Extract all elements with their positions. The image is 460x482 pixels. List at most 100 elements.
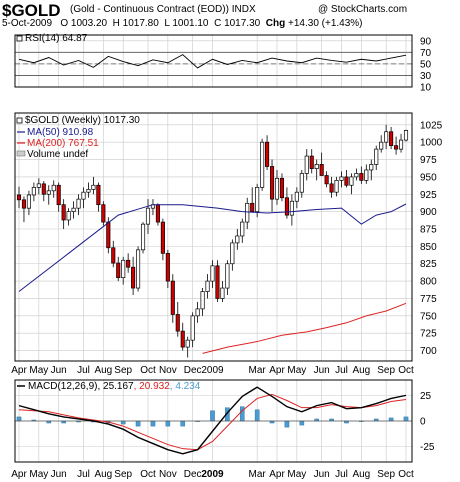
x-axis-label-bottom: Nov <box>159 469 177 480</box>
chart-header: $GOLD (Gold - Continuous Contract (EOD))… <box>0 0 460 30</box>
quote-line: 5-Oct-2009 O 1003.20 H 1017.80 L 1001.10… <box>2 18 363 29</box>
x-axis-label-bottom: Jun <box>314 469 330 480</box>
macd-histogram-bar <box>239 406 245 422</box>
price-candle-body <box>155 204 160 223</box>
price-candle-body <box>126 259 131 268</box>
macd-legend-hist: , 4.234 <box>170 381 201 392</box>
macd-histogram-bar <box>120 420 126 425</box>
price-ytick-label: 900 <box>420 207 437 218</box>
price-legend-box <box>16 117 23 124</box>
price-ytick-label: 1025 <box>420 120 443 131</box>
price-candle-body <box>106 221 111 249</box>
price-candle-body <box>319 164 324 176</box>
x-axis-label-top: Aug <box>94 365 112 376</box>
volume-legend: Volume undef <box>27 149 88 160</box>
x-axis-label-top: Apr <box>269 365 285 376</box>
price-candle-body <box>230 242 235 265</box>
macd-ytick-label: 0 <box>420 417 426 428</box>
x-axis-label-top: Jun <box>314 365 330 376</box>
price-candle-body <box>279 177 285 199</box>
x-axis-label-top: Oct <box>140 365 156 376</box>
price-candle-body <box>274 177 280 200</box>
price-candle-body <box>225 263 230 289</box>
x-axis-label-bottom: Jun <box>51 469 67 480</box>
macd-line <box>18 386 407 455</box>
price-candle-body <box>195 308 200 317</box>
price-candle-body <box>190 315 195 341</box>
panel-frame-price <box>14 112 413 362</box>
price-candle-body <box>111 247 116 264</box>
price-ytick-label: 775 <box>420 294 437 305</box>
x-axis-label-top: Aug <box>352 365 370 376</box>
price-ytick-label: 800 <box>420 277 437 288</box>
price-candle-body <box>165 252 170 282</box>
price-candle-body <box>215 265 220 299</box>
price-ytick-label: 850 <box>420 242 437 253</box>
price-candle-body <box>403 130 409 141</box>
x-axis-label-top: Sep <box>114 365 132 376</box>
price-candle-body <box>354 173 359 178</box>
macd-histogram-bar <box>165 420 171 427</box>
price-candle-body <box>289 200 294 216</box>
x-axis-label-bottom: Aug <box>352 469 370 480</box>
price-ytick-label: 925 <box>420 190 437 201</box>
quote-open: O 1003.20 <box>60 18 108 29</box>
price-ytick-label: 700 <box>420 346 437 357</box>
macd-legend-prefix: MACD(12,26,9) <box>28 381 97 392</box>
price-candle-body <box>81 191 86 200</box>
price-candle-body <box>91 184 96 190</box>
frame-layer <box>14 34 413 463</box>
x-axis-label-bottom: Mar <box>249 469 267 480</box>
ma200-legend: MA(200) 767.51 <box>27 138 99 149</box>
price-candle-body <box>394 145 399 150</box>
price-candle-body <box>36 183 41 188</box>
price-candle-body <box>16 194 22 201</box>
x-axis-label-top: Oct <box>398 365 414 376</box>
price-candle-body <box>309 155 314 169</box>
price-candle-body <box>359 173 364 181</box>
ma50-legend: MA(50) 910.98 <box>27 127 94 138</box>
price-candle-body <box>389 131 394 146</box>
quote-date: 5-Oct-2009 <box>2 18 53 29</box>
exchange-name: INDX <box>231 4 256 15</box>
quote-change: +14.30 (+1.43%) <box>288 18 363 29</box>
price-candle-body <box>205 280 210 292</box>
price-legend-title: $GOLD (Weekly) 1017.30 <box>25 115 140 126</box>
macd-ytick-label: -25 <box>420 442 435 453</box>
x-axis-label-bottom: May <box>29 469 48 480</box>
price-candle-body <box>116 262 121 278</box>
price-candle-body <box>260 141 265 188</box>
x-axis-label-top: Jun <box>51 365 67 376</box>
price-candle-body <box>250 202 255 212</box>
price-candle-body <box>299 173 304 193</box>
x-axis-label-top: Apr <box>11 365 27 376</box>
price-candle-body <box>235 235 240 244</box>
quote-low: L 1001.10 <box>164 18 209 29</box>
price-candle-body <box>349 176 354 186</box>
price-candle-body <box>334 180 339 193</box>
price-candle-body <box>31 186 36 196</box>
price-candle-body <box>71 207 76 212</box>
macd-histogram-bar <box>299 420 305 426</box>
macd-legend: MACD(12,26,9), 25.167, 20.932, 4.234 <box>28 381 201 392</box>
price-ytick-label: 950 <box>420 172 437 183</box>
data-layer <box>15 51 412 455</box>
panel-frame-rsi <box>14 34 413 88</box>
rsi-legend: RSI(14) 64.87 <box>25 33 88 44</box>
price-ytick-label: 975 <box>420 155 437 166</box>
panel-frame-macd <box>14 379 413 463</box>
price-candle-body <box>145 207 151 225</box>
ma50-line <box>18 203 407 292</box>
quote-change-label: Chg <box>265 18 286 29</box>
price-candle-body <box>86 189 91 193</box>
x-axis-label-bottom: Sep <box>114 469 132 480</box>
x-axis-label-top: May <box>29 365 48 376</box>
macd-legend-signal: , 20.932 <box>134 381 171 392</box>
x-axis-label-top: Mar <box>249 365 267 376</box>
rsi-ytick-label: 10 <box>420 83 432 94</box>
price-candle-body <box>265 141 270 167</box>
price-candle-body <box>245 202 250 223</box>
x-axis-label-bottom: Dec <box>184 469 202 480</box>
x-axis-label-bottom: Aug <box>94 469 112 480</box>
